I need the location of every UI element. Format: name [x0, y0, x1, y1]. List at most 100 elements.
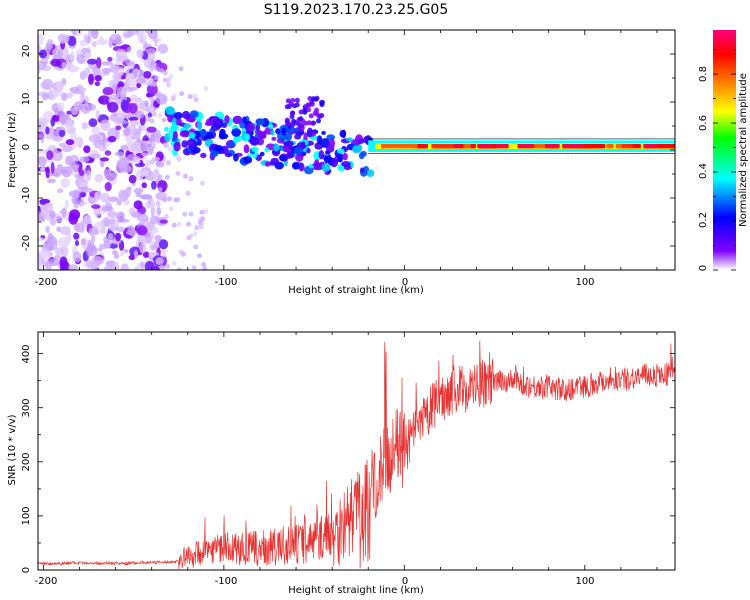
- spectrogram-cell: [185, 117, 196, 122]
- spectrogram-cell: [116, 199, 122, 206]
- spectrogram-cell: [68, 154, 80, 164]
- spectrogram-cell: [157, 113, 163, 119]
- spectrogram-cell: [149, 96, 155, 102]
- spectrogram-cell: [141, 182, 147, 189]
- spectrogram-signal-segment: [545, 144, 560, 149]
- snr-xtick-label: 0: [402, 576, 408, 587]
- spectrogram-cell: [298, 162, 305, 172]
- spectrogram-cell: [103, 216, 111, 227]
- spectrogram-cell: [87, 239, 92, 249]
- spectrogram-xtick-label: -200: [35, 277, 58, 288]
- spectrogram-cell: [310, 120, 316, 126]
- spectrogram-cell: [185, 190, 191, 196]
- spectrogram-cell: [302, 109, 308, 115]
- spectrogram-cell: [112, 250, 118, 255]
- spectrogram-cell: [175, 154, 181, 160]
- spectrogram-cell: [71, 195, 79, 205]
- spectrogram-cell: [107, 101, 119, 113]
- spectrogram-cell: [153, 75, 159, 81]
- spectrogram-cell: [113, 111, 118, 117]
- snr-ylabel: SNR (10 * v/v): [7, 414, 18, 485]
- spectrogram-cell: [106, 264, 112, 270]
- spectrogram-cell: [149, 106, 155, 112]
- spectrogram-cell: [147, 112, 153, 118]
- spectrogram-cell: [86, 246, 94, 257]
- spectrogram-cell: [79, 93, 84, 104]
- spectrogram-cell: [39, 167, 46, 173]
- spectrogram-cell: [243, 144, 250, 154]
- spectrogram-cell: [154, 215, 160, 221]
- spectrogram-cell: [123, 249, 129, 253]
- spectrogram-cell: [192, 93, 198, 99]
- colorbar-label: Normalized spectral amplitude: [738, 73, 749, 227]
- snr-frame: [37, 331, 676, 571]
- spectrogram-cell: [83, 33, 88, 41]
- snr-ytick-label: 0: [21, 567, 32, 573]
- spectrogram-signal-segment: [433, 144, 445, 149]
- spectrogram-cell: [49, 210, 56, 219]
- colorbar-tick-label: 0: [698, 265, 709, 271]
- spectrogram-cell: [61, 61, 67, 69]
- spectrogram-cell: [219, 128, 226, 134]
- spectrogram-cell: [171, 93, 177, 99]
- spectrogram-cell: [352, 145, 361, 154]
- spectrogram-cell: [46, 39, 54, 50]
- spectrogram-cell: [257, 131, 266, 140]
- spectrogram-cell: [319, 102, 325, 108]
- spectrogram-cell: [150, 245, 156, 251]
- spectrogram-cell: [200, 216, 206, 222]
- spectrogram-cell: [162, 77, 168, 83]
- spectrogram-cell: [306, 127, 313, 138]
- spectrogram-cell: [188, 233, 194, 239]
- spectrogram-cell: [98, 145, 107, 152]
- spectrogram-cell: [176, 267, 182, 270]
- spectrogram-ylabel: Frequency (Hz): [7, 112, 18, 188]
- spectrogram-signal-segment: [440, 144, 454, 149]
- snr-xtick-label: 100: [575, 576, 594, 587]
- spectrogram-cell: [298, 109, 304, 115]
- spectrogram-cell: [137, 214, 149, 223]
- spectrogram-cell: [68, 264, 78, 270]
- spectrogram-cell: [61, 92, 68, 101]
- spectrogram-cell: [126, 46, 132, 53]
- spectrogram-cell: [115, 232, 121, 242]
- spectrogram-cell: [284, 140, 294, 147]
- spectrogram-cell: [196, 120, 203, 131]
- spectrogram-cell: [108, 37, 113, 48]
- spectrogram-cell: [136, 78, 147, 84]
- spectrogram-ytick-label: -20: [21, 235, 32, 251]
- spectrogram-cell: [69, 209, 81, 221]
- spectrogram-cell: [160, 265, 166, 270]
- spectrogram-cell: [56, 217, 62, 223]
- spectrogram-cell: [101, 205, 114, 212]
- spectrogram-cell: [157, 187, 163, 193]
- spectrogram-cell: [141, 152, 149, 157]
- spectrogram-cell: [107, 135, 117, 143]
- spectrogram-cell: [159, 219, 168, 224]
- spectrogram-cell: [150, 205, 155, 217]
- spectrogram-cell: [320, 138, 330, 148]
- spectrogram-cell: [38, 237, 45, 242]
- spectrogram-signal-segment: [380, 144, 401, 149]
- spectrogram-cell: [85, 169, 92, 182]
- spectrogram-cell: [94, 71, 106, 77]
- spectrogram-cell: [203, 208, 209, 214]
- spectrogram-cell: [74, 137, 83, 145]
- spectrogram-cell: [113, 261, 120, 270]
- spectrogram-cell: [154, 157, 160, 162]
- spectrogram-cell: [65, 63, 75, 72]
- spectrogram-cell: [38, 156, 46, 163]
- spectrogram-cell: [136, 49, 144, 58]
- spectrogram-cell: [104, 150, 112, 156]
- colorbar-tick-label: 0.8: [698, 66, 709, 82]
- spectrogram-cell: [159, 68, 165, 74]
- spectrogram-cell: [156, 206, 162, 216]
- spectrogram-cell: [243, 156, 253, 164]
- spectrogram-cell: [70, 106, 79, 116]
- spectrogram-cell: [96, 38, 108, 46]
- spectrogram-cell: [58, 112, 68, 124]
- spectrogram-cell: [102, 137, 110, 143]
- spectrogram-cell: [144, 100, 149, 107]
- spectrogram-cell: [127, 30, 140, 35]
- spectrogram-cell: [244, 133, 251, 142]
